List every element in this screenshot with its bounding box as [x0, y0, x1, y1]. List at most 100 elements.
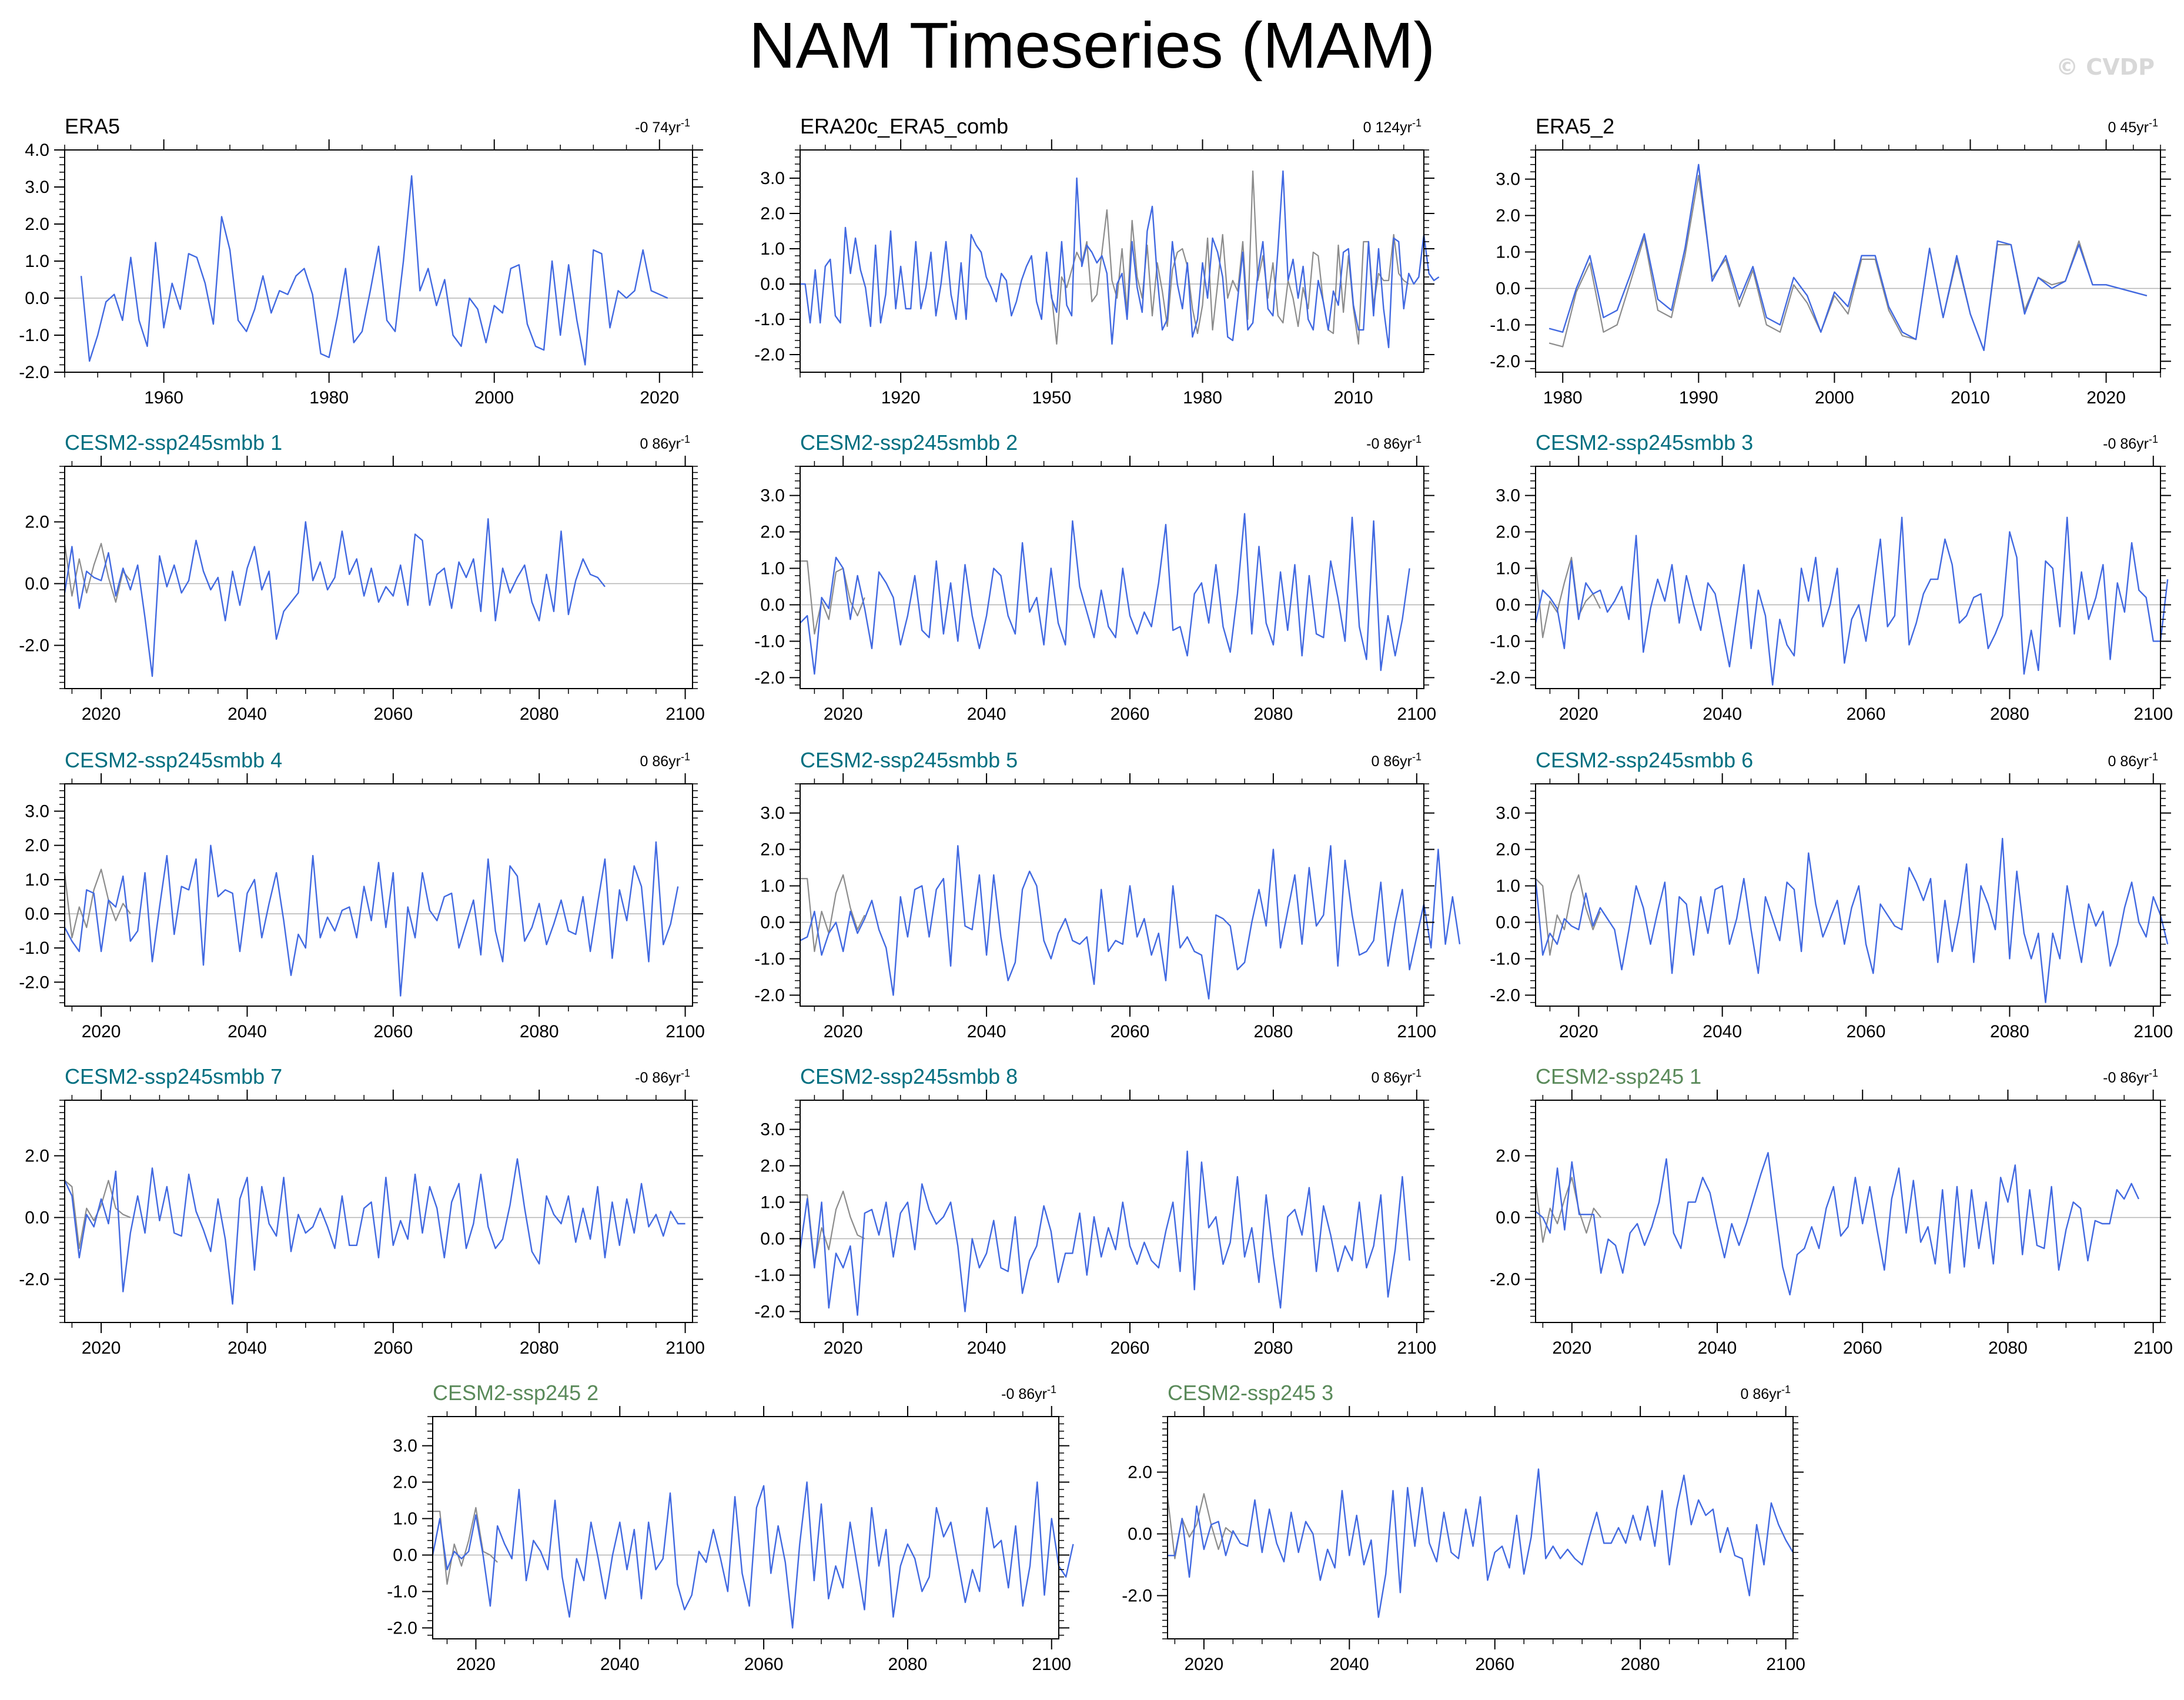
- x-tick-label: 2020: [82, 1338, 121, 1358]
- y-tick-label: 3.0: [1496, 170, 1520, 189]
- trend-label: 0 86yr-1: [1372, 751, 1422, 770]
- plot-frame: [1167, 1416, 1794, 1639]
- trend-label: 0 86yr-1: [640, 433, 691, 452]
- panel-title: CESM2-ssp245 3: [1168, 1381, 1333, 1405]
- x-tick-label: 2010: [1951, 388, 1990, 408]
- x-tick-label: 2020: [82, 704, 121, 724]
- trend-value: 0 124yr: [1363, 119, 1412, 136]
- y-tick-label: -2.0: [754, 986, 785, 1005]
- y-tick-label: 3.0: [760, 1120, 785, 1140]
- trend-exponent: -1: [1412, 1067, 1422, 1079]
- chart-panel-8: CESM2-ssp245smbb 5 0 86yr-1 2020 2040 2060 20…: [754, 748, 1461, 1041]
- trend-value: 0 86yr: [640, 436, 681, 452]
- x-tick-label: 2020: [456, 1655, 496, 1674]
- panel-title: CESM2-ssp245smbb 2: [800, 430, 1018, 455]
- x-tick-label: 2100: [2133, 1022, 2173, 1041]
- y-tick-label: 0.0: [393, 1545, 417, 1565]
- trend-exponent: -1: [2149, 751, 2158, 763]
- trend-exponent: -1: [681, 751, 690, 763]
- y-tick-label: 0.0: [25, 1208, 49, 1228]
- y-tick-label: 1.0: [760, 239, 785, 259]
- y-tick-label: 2.0: [25, 836, 49, 856]
- x-tick-label: 2060: [373, 1022, 413, 1041]
- page-title: NAM Timeseries (MAM): [748, 9, 1436, 82]
- series-line-member: [800, 513, 1410, 675]
- x-tick-label: 2080: [1621, 1655, 1660, 1674]
- x-tick-label: 1980: [309, 388, 349, 408]
- x-tick-label: 1990: [1679, 388, 1718, 408]
- chart-panel-12: CESM2-ssp245 1 -0 86yr-1 2020 2040 2060 2080 2…: [1490, 1064, 2173, 1358]
- y-tick-label: 0.0: [760, 1229, 785, 1248]
- x-tick-label: 2020: [824, 1338, 863, 1358]
- x-tick-label: 2080: [1254, 704, 1293, 724]
- series-line-member: [1535, 1152, 2139, 1296]
- chart-panel-1: ERA5 -0 74yr-1 1960 1980 2000 2020 -2.0 -1.0 0.0…: [19, 114, 703, 408]
- y-tick-label: -2.0: [1122, 1587, 1152, 1606]
- trend-exponent: -1: [2149, 117, 2158, 129]
- y-tick-label: -2.0: [387, 1618, 417, 1638]
- y-tick-label: -1.0: [387, 1582, 417, 1601]
- y-tick-label: 1.0: [1496, 559, 1520, 579]
- series-line-reference: [800, 560, 865, 635]
- panel-title: CESM2-ssp245smbb 1: [65, 430, 282, 455]
- trend-exponent: -1: [2149, 433, 2158, 445]
- y-tick-label: 0.0: [1496, 1208, 1520, 1228]
- x-tick-label: 2060: [1111, 704, 1150, 724]
- x-tick-label: 2100: [2133, 1338, 2173, 1358]
- trend-label: 0 86yr-1: [1741, 1384, 1791, 1402]
- trend-value: -0 86yr: [2103, 436, 2149, 452]
- trend-value: -0 86yr: [1366, 436, 1412, 452]
- x-tick-label: 2060: [1847, 704, 1886, 724]
- panel-title: CESM2-ssp245smbb 5: [800, 748, 1018, 772]
- y-tick-label: -2.0: [19, 636, 49, 656]
- y-tick-label: 0.0: [760, 275, 785, 294]
- y-tick-label: 2.0: [760, 204, 785, 223]
- x-tick-label: 2100: [665, 1022, 705, 1041]
- watermark: © CVDP: [2056, 54, 2155, 80]
- x-tick-label: 2100: [665, 704, 705, 724]
- y-tick-label: -1.0: [1490, 632, 1520, 651]
- series-line-member: [1534, 837, 2169, 1004]
- y-tick-label: 2.0: [760, 840, 785, 860]
- panel-title: CESM2-ssp245 2: [433, 1381, 598, 1405]
- x-tick-label: 2080: [888, 1655, 928, 1674]
- x-tick-label: 2060: [1843, 1338, 1882, 1358]
- y-tick-label: 4.0: [25, 141, 49, 160]
- y-tick-label: -2.0: [19, 363, 49, 382]
- x-tick-label: 2020: [82, 1022, 121, 1041]
- trend-value: 0 45yr: [2108, 119, 2149, 136]
- y-tick-label: -1.0: [754, 1265, 785, 1285]
- panel-title: ERA20c_ERA5_comb: [800, 114, 1008, 138]
- y-tick-label: 1.0: [760, 559, 785, 579]
- plot-frame: [1535, 149, 2161, 373]
- trend-label: 0 86yr-1: [2108, 751, 2159, 770]
- y-tick-label: -1.0: [19, 938, 49, 958]
- x-tick-label: 2040: [600, 1655, 640, 1674]
- y-tick-label: -2.0: [1490, 1270, 1520, 1290]
- x-tick-label: 2040: [228, 704, 267, 724]
- trend-value: 0 86yr: [1372, 753, 1412, 770]
- x-tick-label: 2100: [665, 1338, 705, 1358]
- y-tick-label: 2.0: [25, 513, 49, 532]
- plot-frame: [800, 466, 1424, 689]
- plot-frame: [800, 149, 1424, 373]
- panel-title: CESM2-ssp245smbb 8: [800, 1064, 1018, 1088]
- chart-panel-9: CESM2-ssp245smbb 6 0 86yr-1 2020 2040 2060 20…: [1490, 748, 2173, 1041]
- x-tick-label: 2060: [1111, 1338, 1150, 1358]
- y-tick-label: -1.0: [754, 632, 785, 651]
- y-tick-label: 0.0: [1496, 913, 1520, 932]
- plot-frame: [1535, 466, 2161, 689]
- y-tick-label: 3.0: [1496, 486, 1520, 506]
- series-line-member: [799, 1150, 1410, 1316]
- y-tick-label: -2.0: [754, 668, 785, 687]
- x-tick-label: 2020: [1184, 1655, 1223, 1674]
- y-tick-label: 3.0: [25, 178, 49, 197]
- y-tick-label: -2.0: [1490, 352, 1520, 371]
- plot-frame: [1535, 1100, 2161, 1323]
- trend-exponent: -1: [1781, 1384, 1791, 1395]
- chart-panel-3: ERA5_2 0 45yr-1 1980 1990 2000 2010 2020 -2.0 -1…: [1490, 114, 2171, 408]
- y-tick-label: 0.0: [1496, 279, 1520, 298]
- x-tick-label: 2040: [1698, 1338, 1737, 1358]
- series-line-reference: [1535, 874, 1601, 956]
- y-tick-label: 1.0: [1496, 243, 1520, 262]
